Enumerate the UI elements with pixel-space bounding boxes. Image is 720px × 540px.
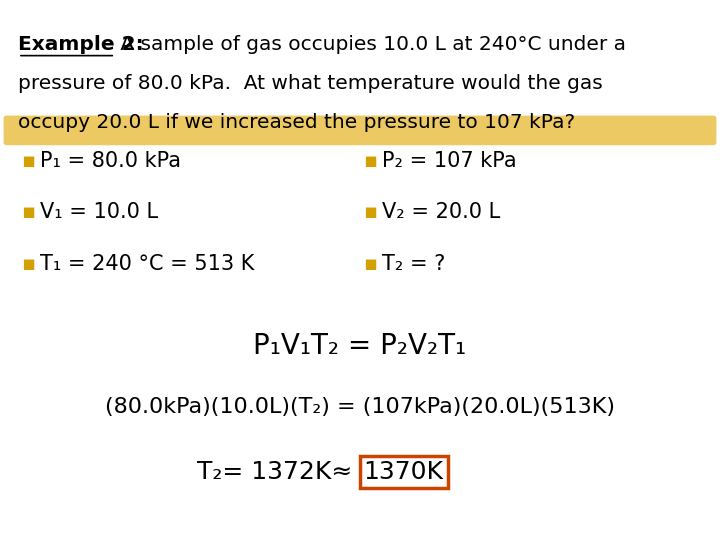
Text: T₁ = 240 °C = 513 K: T₁ = 240 °C = 513 K [40, 254, 254, 274]
Text: P₁ = 80.0 kPa: P₁ = 80.0 kPa [40, 151, 181, 171]
Text: pressure of 80.0 kPa.  At what temperature would the gas: pressure of 80.0 kPa. At what temperatur… [18, 74, 603, 93]
Text: 1370K: 1370K [364, 460, 444, 484]
Text: ▪: ▪ [364, 254, 378, 274]
FancyBboxPatch shape [359, 456, 448, 488]
Text: T₂= 1372K≈: T₂= 1372K≈ [197, 460, 360, 484]
Text: V₂ = 20.0 L: V₂ = 20.0 L [382, 202, 500, 222]
Text: ▪: ▪ [22, 151, 36, 171]
Text: V₁ = 10.0 L: V₁ = 10.0 L [40, 202, 158, 222]
Text: ▪: ▪ [364, 202, 378, 222]
Text: ▪: ▪ [364, 151, 378, 171]
Text: Example 2:: Example 2: [18, 35, 143, 54]
Text: P₁V₁T₂ = P₂V₂T₁: P₁V₁T₂ = P₂V₂T₁ [253, 332, 467, 360]
Text: (80.0kPa)(10.0L)(T₂) = (107kPa)(20.0L)(513K): (80.0kPa)(10.0L)(T₂) = (107kPa)(20.0L)(5… [105, 397, 615, 417]
Text: occupy 20.0 L if we increased the pressure to 107 kPa?: occupy 20.0 L if we increased the pressu… [18, 113, 575, 132]
Text: T₂ = ?: T₂ = ? [382, 254, 445, 274]
Text: A sample of gas occupies 10.0 L at 240°C under a: A sample of gas occupies 10.0 L at 240°C… [114, 35, 626, 54]
Text: ▪: ▪ [22, 254, 36, 274]
FancyBboxPatch shape [4, 116, 716, 145]
Text: P₂ = 107 kPa: P₂ = 107 kPa [382, 151, 516, 171]
Text: ▪: ▪ [22, 202, 36, 222]
